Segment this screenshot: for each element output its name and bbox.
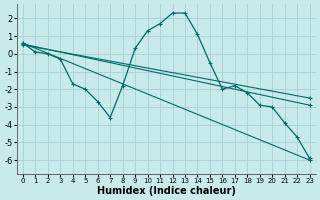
X-axis label: Humidex (Indice chaleur): Humidex (Indice chaleur) (97, 186, 236, 196)
